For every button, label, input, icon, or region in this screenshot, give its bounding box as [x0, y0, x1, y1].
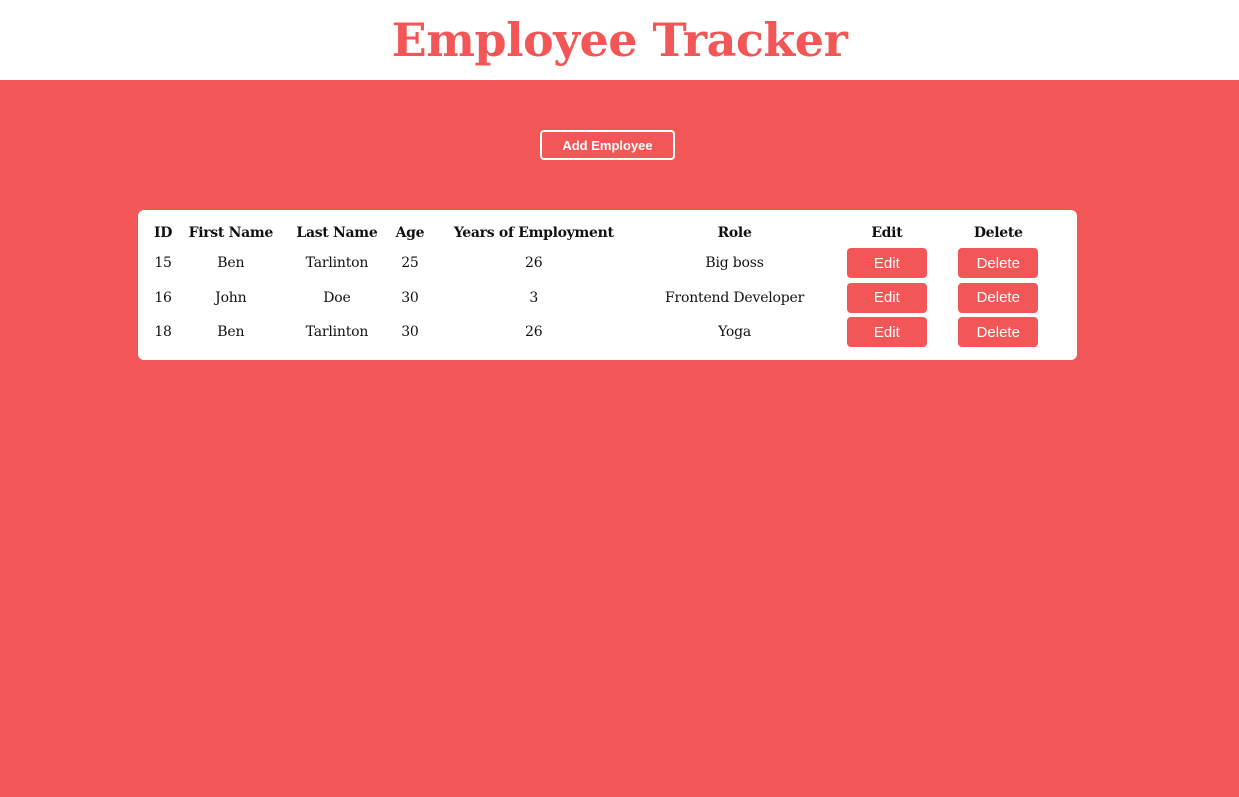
column-header-delete: Delete — [973, 225, 1023, 241]
edit-button[interactable]: Edit — [846, 248, 927, 279]
column-header-id: ID — [154, 225, 173, 241]
table-header-row: ID First Name Last Name Age Years of Emp… — [154, 220, 1060, 246]
column-header-last-name: Last Name — [296, 225, 378, 241]
column-header-years-of-employment: Years of Employment — [453, 225, 614, 241]
cell-id: 16 — [154, 289, 172, 306]
column-header-first-name: First Name — [188, 225, 274, 241]
cell-role: Yoga — [718, 324, 752, 341]
column-header-role: Role — [717, 225, 752, 241]
employee-table: ID First Name Last Name Age Years of Emp… — [154, 220, 1060, 350]
cell-years-of-employment: 3 — [529, 289, 539, 306]
cell-first-name: Ben — [217, 255, 245, 272]
cell-last-name: Tarlinton — [305, 255, 369, 272]
cell-years-of-employment: 26 — [525, 255, 543, 272]
cell-role: Big boss — [705, 255, 764, 272]
cell-years-of-employment: 26 — [525, 324, 543, 341]
edit-button[interactable]: Edit — [846, 282, 927, 313]
cell-last-name: Tarlinton — [305, 324, 369, 341]
cell-role: Frontend Developer — [664, 289, 805, 306]
edit-button[interactable]: Edit — [846, 317, 927, 348]
cell-last-name: Doe — [323, 289, 351, 306]
cell-edit: Edit — [837, 281, 936, 316]
table-row: 15 Ben Tarlinton 25 26 Big boss Edit Del… — [154, 246, 1060, 281]
add-employee-button[interactable]: Add Employee — [540, 130, 675, 160]
app-header: Employee Tracker — [0, 0, 1239, 80]
main-content: Add Employee ID First Name Last Name Age… — [0, 80, 1239, 797]
cell-first-name: John — [215, 289, 247, 306]
cell-id: 18 — [154, 324, 172, 341]
column-header-edit: Edit — [871, 225, 903, 241]
employee-table-card: ID First Name Last Name Age Years of Emp… — [138, 210, 1077, 360]
page-title: Employee Tracker — [391, 13, 848, 67]
table-row: 18 Ben Tarlinton 30 26 Yoga Edit Delete — [154, 315, 1060, 350]
cell-delete: Delete — [937, 315, 1061, 350]
cell-age: 30 — [401, 324, 419, 341]
cell-edit: Edit — [837, 315, 936, 350]
column-header-age: Age — [395, 225, 425, 241]
cell-id: 15 — [154, 255, 172, 272]
delete-button[interactable]: Delete — [958, 317, 1039, 348]
cell-age: 30 — [401, 289, 419, 306]
cell-edit: Edit — [837, 246, 936, 281]
table-row: 16 John Doe 30 3 Frontend Developer Edit… — [154, 281, 1060, 316]
delete-button[interactable]: Delete — [958, 282, 1039, 313]
cell-age: 25 — [401, 255, 419, 272]
cell-delete: Delete — [937, 281, 1061, 316]
cell-delete: Delete — [937, 246, 1061, 281]
cell-first-name: Ben — [217, 324, 245, 341]
delete-button[interactable]: Delete — [958, 248, 1039, 279]
